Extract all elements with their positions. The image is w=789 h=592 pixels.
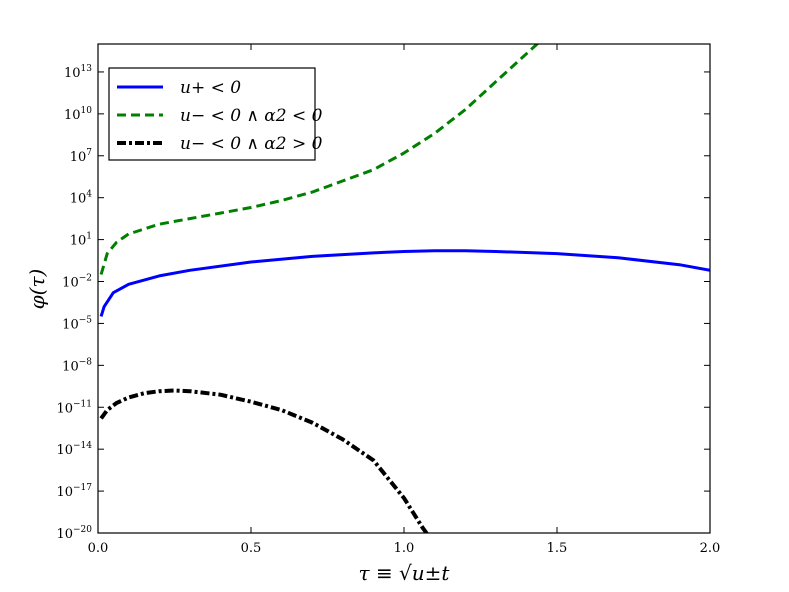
- legend-label-1: u+ < 0: [180, 78, 241, 98]
- legend-label-3: u− < 0 ∧ α2 > 0: [180, 134, 323, 154]
- series-line-3: [99, 388, 429, 533]
- axis-ticks: 0.0 0.5 1.0 1.5 2.0 10−20 10−17 10−14 10−11 10−8 1…: [56, 44, 720, 556]
- y-tick-label: 107: [70, 148, 93, 165]
- y-tick-label: 10−5: [62, 315, 92, 332]
- y-tick-label: 1010: [64, 106, 92, 123]
- x-tick-label: 0.5: [241, 541, 262, 556]
- y-tick-label: 10−14: [56, 441, 92, 458]
- x-axis-label: τ ≡ √u±t: [359, 561, 451, 585]
- x-tick-label: 2.0: [700, 541, 721, 556]
- y-tick-label: 10−17: [56, 483, 92, 500]
- legend: u+ < 0 u− < 0 ∧ α2 < 0 u− < 0 ∧ α2 > 0: [108, 67, 323, 161]
- x-tick-label: 1.0: [394, 541, 415, 556]
- series-line-2: [99, 44, 540, 275]
- curves: [99, 44, 710, 533]
- y-tick-label: 104: [70, 190, 93, 207]
- series-line-1: [99, 249, 710, 317]
- y-tick-label: 10−8: [62, 357, 92, 374]
- y-axis-label: φ(τ): [25, 269, 49, 310]
- legend-label-2: u− < 0 ∧ α2 < 0: [180, 106, 323, 126]
- y-tick-label: 101: [70, 232, 92, 249]
- y-tick-label: 10−2: [62, 274, 92, 291]
- y-tick-label: 10−11: [56, 399, 92, 416]
- x-tick-label: 0.0: [88, 541, 109, 556]
- y-tick-label: 10−20: [56, 525, 92, 542]
- y-tick-label: 1013: [64, 64, 92, 81]
- x-tick-label: 1.5: [547, 541, 568, 556]
